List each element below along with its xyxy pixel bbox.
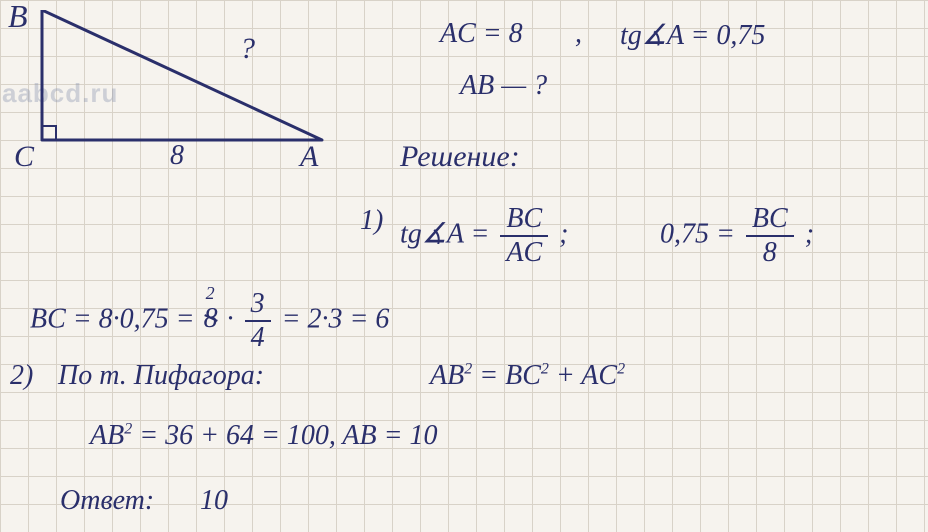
step1-rhs: 0,75 = BC 8 ; [660, 205, 814, 267]
hypotenuse-question: ? [240, 32, 255, 66]
solution-heading: Решение: [400, 140, 520, 174]
step2-text: По т. Пифагора: [58, 360, 264, 392]
given-tgA: tg∡A = 0,75 [620, 18, 765, 52]
ab-squared-line: AB2 = 36 + 64 = 100, AB = 10 [90, 420, 438, 452]
side-CA-label: 8 [170, 140, 184, 172]
answer-value: 10 [200, 485, 228, 517]
answer-label: Ответ: [60, 485, 154, 517]
vertex-B: B [8, 0, 28, 35]
step1-formula: tg∡A = BC AC ; [400, 205, 568, 267]
given-AC: AC = 8 [440, 18, 523, 50]
step1-label: 1) [360, 205, 383, 237]
find-AB: AB — ? [460, 70, 547, 102]
vertex-A: A [300, 140, 318, 174]
step2-label: 2) [10, 360, 33, 392]
vertex-C: C [14, 140, 34, 174]
pythagoras-eq: AB2 = BC2 + AC2 [430, 360, 625, 392]
bc-computation: BC = 8·0,75 = 8 2 · 3 4 = 2·3 = 6 [30, 290, 389, 352]
